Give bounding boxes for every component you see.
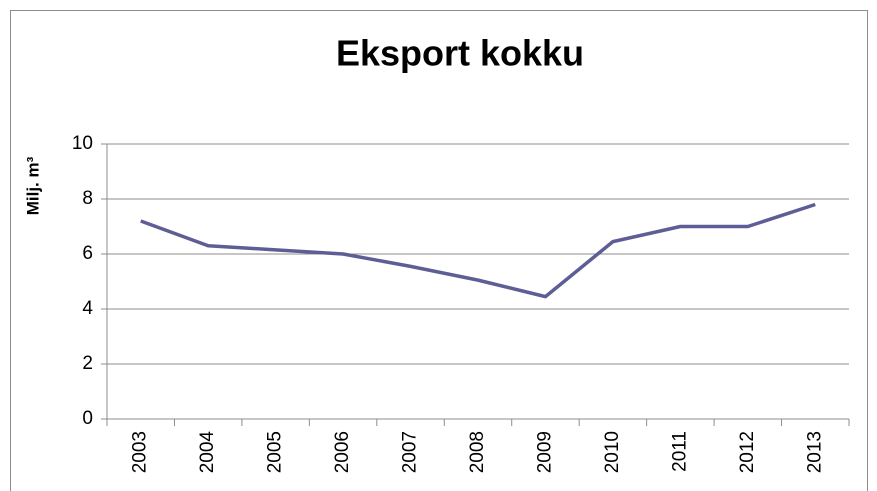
y-tick-label: 6 [82, 243, 93, 264]
x-tick-label: 2003 [130, 431, 151, 473]
x-tick-label: 2004 [197, 431, 218, 474]
y-tick-label: 2 [82, 353, 93, 374]
x-tick-label: 2013 [804, 431, 825, 473]
x-tick-label: 2011 [669, 431, 690, 472]
x-tick-label: 2007 [400, 431, 421, 473]
x-tick-label: 2009 [534, 431, 555, 473]
x-tick-label: 2006 [332, 431, 353, 473]
data-line [140, 202, 816, 299]
chart-title: Eksport kokku [336, 33, 584, 74]
y-tick-label: 8 [82, 188, 93, 209]
y-tick-label: 4 [82, 298, 93, 319]
y-tick-label: 10 [72, 133, 93, 154]
y-axis-label: Milj. m³ [23, 156, 42, 215]
x-tick-label: 2010 [602, 431, 623, 473]
x-tick-label: 2008 [467, 431, 488, 473]
chart-frame [10, 10, 868, 491]
x-tick-label: 2012 [737, 431, 758, 473]
x-tick-label: 2005 [265, 431, 286, 473]
y-tick-label: 0 [82, 408, 93, 429]
